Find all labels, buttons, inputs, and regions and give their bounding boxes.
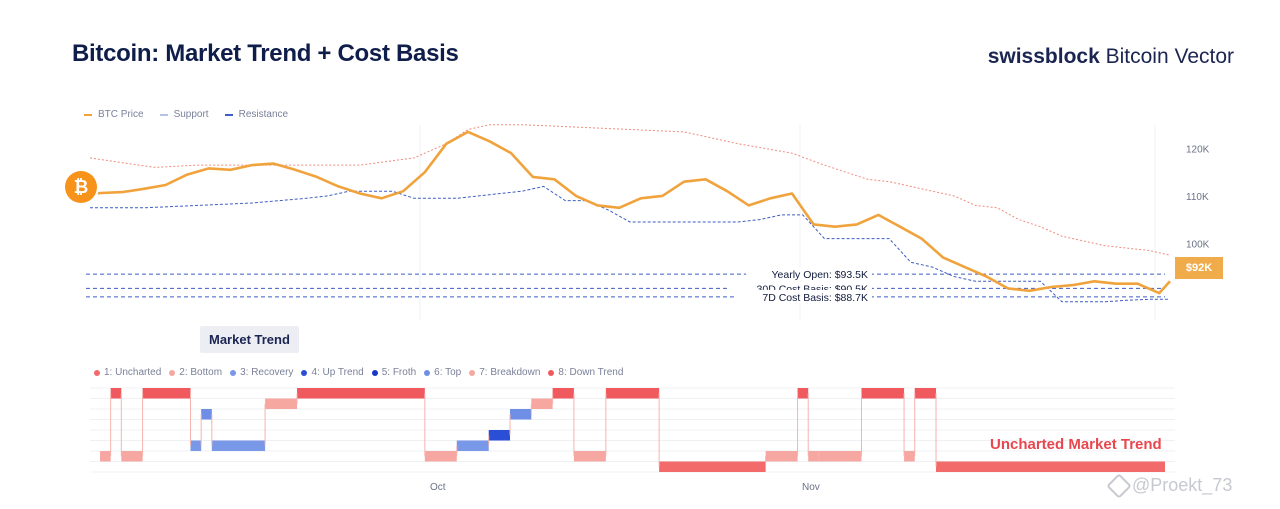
price-legend: BTC Price Support Resistance xyxy=(84,109,288,120)
legend-dot xyxy=(469,369,476,376)
trend-segment xyxy=(765,451,798,462)
legend-label: 8: Down Trend xyxy=(558,367,624,378)
trend-legend-item[interactable]: 6: Top xyxy=(424,367,461,378)
legend-label: Support xyxy=(173,109,209,120)
trend-segment xyxy=(914,388,937,399)
legend-label: 6: Top xyxy=(434,367,462,378)
bitcoin-icon: ₿ xyxy=(65,171,97,203)
trend-segment xyxy=(190,440,202,451)
trend-segment xyxy=(531,398,553,409)
brand-name: swissblock xyxy=(987,45,1100,68)
trend-legend-item[interactable]: 8: Down Trend xyxy=(548,367,623,378)
page-title: Bitcoin: Market Trend + Cost Basis xyxy=(72,40,459,67)
legend-label: 4: Up Trend xyxy=(311,367,364,378)
market-trend-chart[interactable] xyxy=(0,380,1280,480)
trend-segment xyxy=(142,388,191,399)
series-line-resistance xyxy=(89,124,1171,256)
y-tick-label: 120K xyxy=(1186,144,1210,155)
trend-segment xyxy=(211,440,266,451)
month-label-oct: Oct xyxy=(430,482,446,493)
trend-segment xyxy=(861,388,905,399)
legend-dot xyxy=(94,369,100,376)
watermark: @Proekt_73 xyxy=(1106,472,1233,499)
legend-dot xyxy=(230,369,237,376)
trend-segment xyxy=(424,451,457,462)
brand-logo: swissblock Bitcoin Vector xyxy=(988,45,1234,69)
trend-segment xyxy=(265,398,298,409)
trend-legend-item[interactable]: 4: Up Trend xyxy=(301,367,364,378)
trend-segment xyxy=(552,388,574,399)
legend-swatch-support xyxy=(159,113,168,116)
trend-segment xyxy=(121,451,143,462)
trend-segment xyxy=(808,451,819,462)
trend-segment xyxy=(456,440,489,451)
legend-dot xyxy=(169,369,176,376)
legend-label: 1: Uncharted xyxy=(104,367,162,378)
legend-swatch-price xyxy=(84,113,92,116)
trend-legend-item[interactable]: 5: Froth xyxy=(371,367,417,378)
legend-dot xyxy=(371,369,378,376)
cost-basis-label: 7D Cost Basis: $88.7K xyxy=(762,292,868,304)
series-line-support xyxy=(90,185,1170,303)
trend-segment xyxy=(797,388,809,399)
cost-basis-label-bg xyxy=(746,267,872,281)
legend-dot xyxy=(548,369,555,376)
trend-legend: 1: Uncharted 2: Bottom 3: Recovery 4: Up Tr… xyxy=(94,367,623,378)
trend-legend-item[interactable]: 3: Recovery xyxy=(230,367,293,378)
legend-dot xyxy=(301,369,308,376)
current-price-badge: $92K xyxy=(1175,257,1223,279)
legend-dot xyxy=(424,369,431,376)
legend-label: 7: Breakdown xyxy=(479,367,541,378)
brand-product: Bitcoin Vector xyxy=(1099,45,1234,68)
legend-label: Resistance xyxy=(238,109,289,120)
trend-segment xyxy=(818,451,862,462)
y-tick-label: 110K xyxy=(1186,192,1209,203)
legend-label: 2: Bottom xyxy=(179,367,223,378)
y-tick-label: 100K xyxy=(1186,239,1210,250)
legend-label: 5: Froth xyxy=(381,367,417,378)
legend-label: BTC Price xyxy=(98,109,144,120)
legend-support[interactable]: Support xyxy=(159,109,209,120)
trend-segment xyxy=(573,451,606,462)
trend-segment xyxy=(936,461,1165,472)
trend-legend-item[interactable]: 7: Breakdown xyxy=(469,367,540,378)
month-label-nov: Nov xyxy=(802,482,820,493)
trend-segment xyxy=(100,451,111,462)
trend-segment xyxy=(659,461,766,472)
trend-segment xyxy=(904,451,915,462)
trend-segment xyxy=(510,409,532,420)
uncharted-annotation: Uncharted Market Trend xyxy=(990,436,1162,453)
watermark-icon xyxy=(1106,472,1132,499)
trend-segment xyxy=(488,430,511,441)
legend-resistance[interactable]: Resistance xyxy=(224,109,289,120)
trend-legend-item[interactable]: 1: Uncharted xyxy=(94,367,161,378)
trend-segment xyxy=(605,388,660,399)
market-trend-tab[interactable]: Market Trend xyxy=(200,326,299,353)
trend-segment xyxy=(297,388,425,399)
trend-segment xyxy=(110,388,122,399)
legend-btc-price[interactable]: BTC Price xyxy=(84,109,144,120)
watermark-text: @Proekt_73 xyxy=(1132,475,1233,495)
legend-swatch-resistance xyxy=(224,113,233,116)
cost-basis-label: Yearly Open: $93.5K xyxy=(771,269,868,281)
trend-segment xyxy=(201,409,212,420)
trend-legend-item[interactable]: 2: Bottom xyxy=(169,367,222,378)
legend-label: 3: Recovery xyxy=(240,367,294,378)
series-line-btc-price xyxy=(89,130,1171,295)
cost-basis-label-bg xyxy=(733,289,872,303)
